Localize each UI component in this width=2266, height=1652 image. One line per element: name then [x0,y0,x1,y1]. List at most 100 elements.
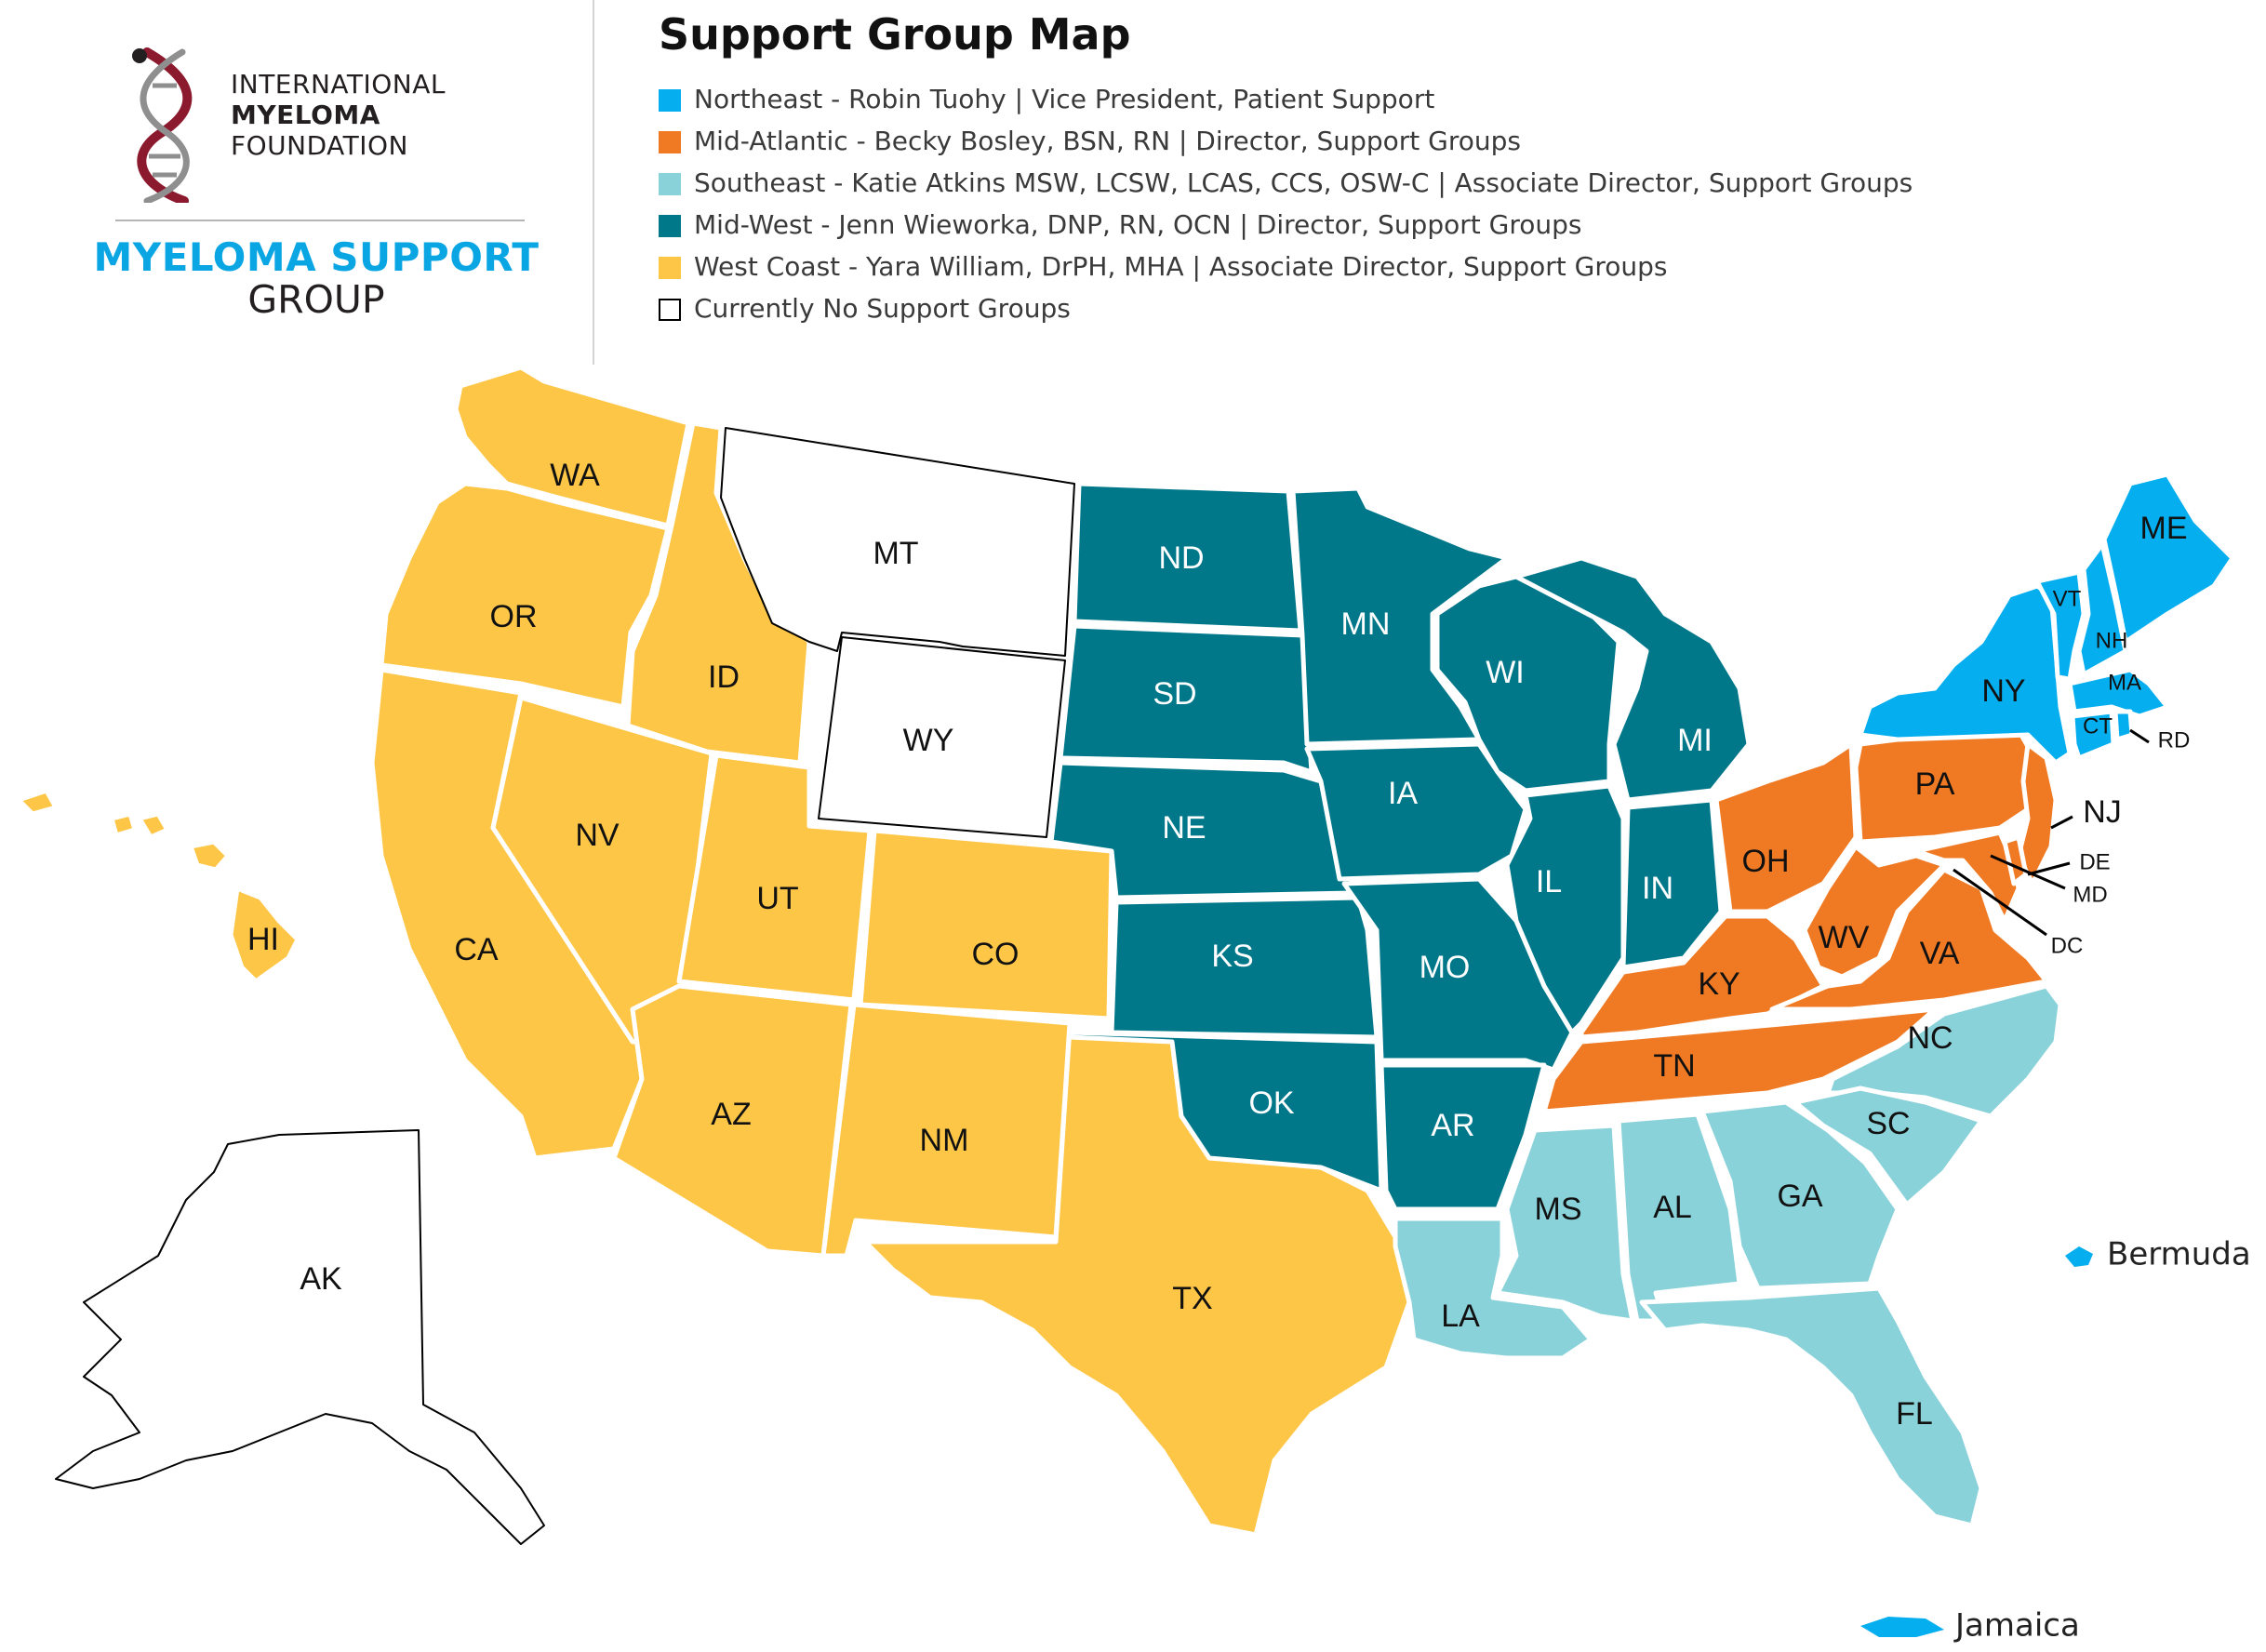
state-label-mt: MT [873,536,918,571]
state-rd[interactable] [2113,709,2135,742]
state-label-ar: AR [1431,1108,1474,1143]
state-ct[interactable] [2070,709,2116,761]
state-ms[interactable] [1495,1123,1635,1324]
bermuda-icon[interactable] [2065,1246,2093,1267]
state-label-sd: SD [1153,676,1196,712]
state-label-nc: NC [1907,1020,1953,1056]
state-mo[interactable] [1341,876,1575,1072]
state-id[interactable] [625,420,812,766]
legend-swatch [659,89,681,112]
state-label-nv: NV [575,818,620,853]
state-hi-maui[interactable] [188,839,231,873]
state-ga[interactable] [1700,1099,1900,1291]
state-label-ak: AK [300,1261,342,1297]
state-hi-oahu[interactable] [137,811,170,840]
legend-swatch [659,173,681,195]
state-al[interactable] [1616,1112,1742,1324]
program-subtitle: GROUP [247,277,385,322]
state-label-ny: NY [1981,673,2025,709]
state-me[interactable] [2101,472,2235,645]
state-hi-group [16,788,300,984]
state-hi-kauai[interactable] [109,811,138,838]
state-label-sc: SC [1866,1106,1910,1141]
logo-text-international: INTERNATIONAL [231,69,446,100]
state-label-id: ID [708,659,740,695]
legend-label: Southeast - Katie Atkins MSW, LCSW, LCAS… [694,167,1913,198]
state-label-az: AZ [711,1097,751,1132]
map-title: Support Group Map [659,9,1131,60]
logo-text-foundation: FOUNDATION [231,130,408,161]
state-label-wa: WA [550,458,600,493]
state-co[interactable] [858,828,1114,1021]
state-label-hi: HI [247,922,279,957]
state-il[interactable] [1504,783,1626,1035]
legend-label: Currently No Support Groups [694,293,1071,324]
state-label-vt: VT [2053,586,2082,611]
state-fl[interactable] [1639,1286,1984,1528]
state-label-in: IN [1642,871,1673,906]
state-label-tn: TN [1653,1048,1695,1084]
state-mi[interactable] [1513,555,1752,803]
state-wy[interactable] [818,636,1066,838]
state-nj[interactable] [2016,741,2059,886]
state-label-oh: OH [1742,844,1790,879]
state-label-or: OR [490,599,538,634]
state-hi-niihau[interactable] [16,788,59,817]
state-label-ne: NE [1162,810,1206,846]
legend-label: Mid-West - Jenn Wieworka, DNP, RN, OCN |… [694,209,1582,240]
state-de[interactable] [2002,834,2029,886]
legend-swatch [659,131,681,153]
logo-divider [115,220,525,221]
state-mt[interactable] [720,427,1075,657]
state-ky[interactable] [1579,913,1826,1040]
state-label-nm: NM [920,1123,969,1158]
state-label-nh: NH [2096,628,2128,653]
logo-text-myeloma: MYELOMA [231,100,380,130]
jamaica-icon[interactable] [1860,1617,1944,1637]
state-nh[interactable] [2076,541,2128,677]
state-label-ct: CT [2083,713,2113,739]
us-support-group-map: WA OR CA ID NV UT CO AZ NM TX HI MT WY A… [16,365,2251,1645]
territory-label-bermuda: Bermuda [2107,1236,2251,1273]
legend-swatch [659,299,681,321]
state-label-il: IL [1536,864,1562,899]
state-nm[interactable] [820,1002,1073,1259]
state-label-tx: TX [1172,1281,1212,1316]
state-ks[interactable] [1109,895,1380,1040]
state-label-ut: UT [756,881,798,916]
state-label-wi: WI [1486,655,1525,690]
state-wa[interactable] [453,365,691,528]
state-la[interactable] [1393,1216,1593,1361]
state-ut[interactable] [676,753,873,1003]
state-sd[interactable] [1058,623,1314,775]
state-vt[interactable] [2034,569,2086,682]
state-label-ia: IA [1388,776,1418,811]
state-ar[interactable] [1379,1062,1547,1212]
state-wv[interactable] [1802,844,1947,979]
state-hi[interactable] [228,886,300,984]
state-in[interactable] [1620,797,1724,970]
state-mn[interactable] [1290,486,1510,747]
state-label-rd: RD [2158,727,2191,753]
state-labels: WA OR CA ID NV UT CO AZ NM TX HI MT WY A… [247,458,2251,1645]
state-ny[interactable] [1858,583,2073,766]
state-ak[interactable] [55,1129,545,1545]
program-title: MYELOMA SUPPORT [93,234,540,280]
legend-swatch [659,215,681,237]
state-ma[interactable] [2067,667,2170,719]
legend-label: Mid-Atlantic - Becky Bosley, BSN, RN | D… [694,126,1521,156]
legend-label: West Coast - Yara William, DrPH, MHA | A… [694,251,1668,282]
state-or[interactable] [379,481,671,710]
state-label-nd: ND [1158,540,1204,576]
state-tn[interactable] [1541,1006,1938,1114]
state-ok[interactable] [1067,1030,1384,1193]
leader-lines [1953,728,2150,937]
legend-swatch [659,257,681,279]
state-label-wy: WY [903,723,954,758]
header-divider [593,0,594,365]
state-oh[interactable] [1713,741,1859,914]
state-sc[interactable] [1793,1086,1984,1207]
state-label-ca: CA [454,932,499,967]
state-label-mi: MI [1677,723,1713,758]
state-label-ms: MS [1535,1192,1582,1227]
